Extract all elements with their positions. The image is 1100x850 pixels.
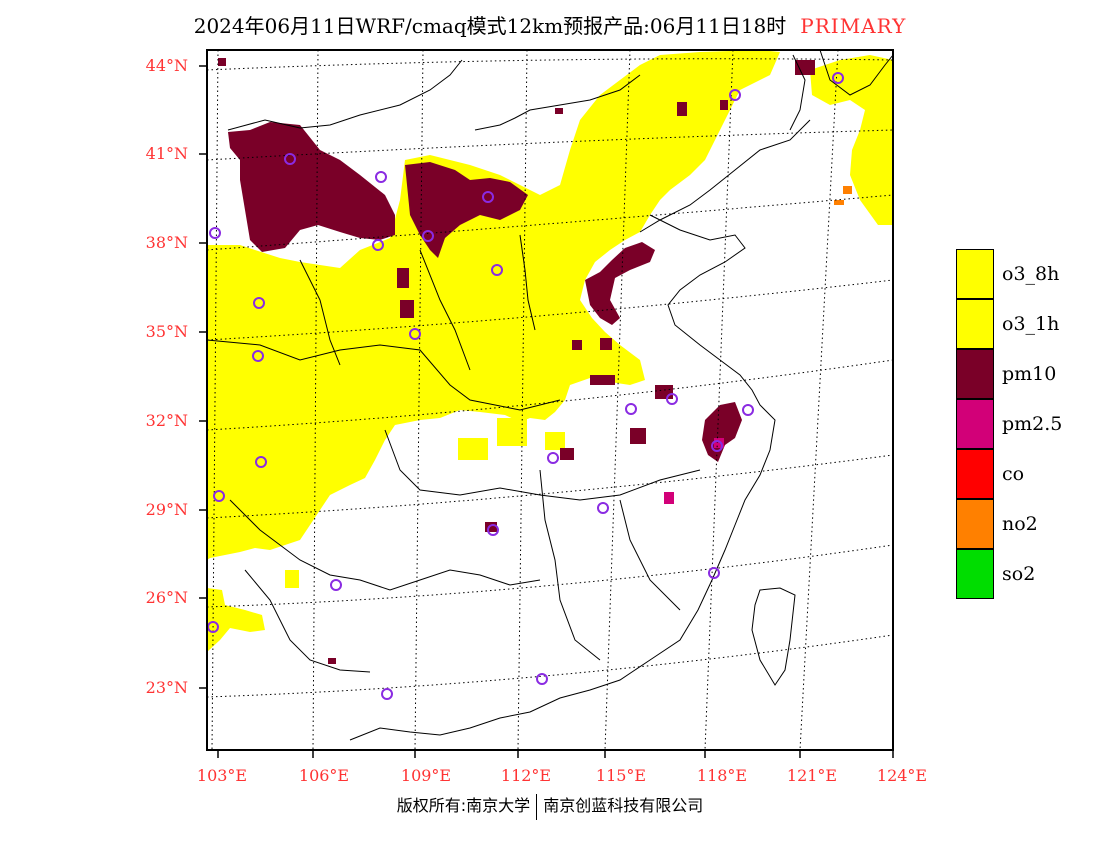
pm10-region-yangtze: [702, 402, 742, 462]
pm10-patch: [560, 448, 574, 460]
lat-label: 23°N: [145, 678, 188, 697]
o3-region-northeast: [810, 55, 893, 225]
pm25-patch: [714, 438, 724, 448]
station-marker: [711, 440, 723, 452]
pm10-patch: [590, 375, 615, 385]
station-markers: [207, 72, 844, 700]
title-mode: PRIMARY: [800, 14, 907, 38]
pm10-patch: [677, 102, 687, 116]
station-marker: [213, 490, 225, 502]
legend-label: co: [1002, 463, 1025, 485]
footer-divider: [536, 793, 538, 820]
station-marker: [832, 72, 844, 84]
pm10-region-north-central: [405, 162, 528, 258]
station-marker: [253, 297, 265, 309]
legend-label: no2: [1002, 513, 1038, 535]
pm10-patch: [218, 58, 226, 66]
boundary-lines: [207, 50, 893, 741]
map-frame: [206, 49, 894, 751]
lat-label: 38°N: [145, 233, 188, 252]
map-title: 2024年06月11日WRF/cmaq模式12km预报产品:06月11日18时 P…: [0, 10, 1100, 39]
station-marker: [209, 227, 221, 239]
grid-lines: [207, 50, 893, 750]
o3-patch: [458, 438, 488, 460]
station-marker: [729, 89, 741, 101]
lat-label: 29°N: [145, 500, 188, 519]
no2-patch: [834, 200, 844, 205]
legend-label: so2: [1002, 563, 1036, 585]
station-marker: [666, 393, 678, 405]
legend-swatch: [956, 549, 994, 599]
legend-swatch: [956, 449, 994, 499]
copyright-footer: 版权所有:南京大学 南京创蓝科技有限公司: [0, 792, 1100, 820]
o3-patch: [545, 432, 565, 450]
station-marker: [375, 171, 387, 183]
lon-label: 115°E: [595, 766, 647, 785]
legend-swatch: [956, 399, 994, 449]
legend-label: pm10: [1002, 363, 1057, 385]
pm10-patch: [572, 340, 582, 350]
station-marker: [547, 452, 559, 464]
lon-label: 106°E: [298, 766, 350, 785]
station-marker: [381, 688, 393, 700]
lat-label: 35°N: [145, 322, 188, 341]
station-marker: [284, 153, 296, 165]
lat-label: 44°N: [145, 56, 188, 75]
lat-label: 26°N: [145, 588, 188, 607]
station-marker: [536, 673, 548, 685]
title-main: 2024年06月11日WRF/cmaq模式12km预报产品:06月11日18时: [193, 14, 787, 38]
legend-label: pm2.5: [1002, 413, 1063, 435]
legend-swatch: [956, 349, 994, 399]
map-content: [207, 50, 893, 750]
no2-patch: [843, 186, 852, 194]
station-marker: [487, 524, 499, 536]
station-marker: [708, 567, 720, 579]
pm10-patch: [600, 338, 612, 350]
lat-label: 32°N: [145, 411, 188, 430]
pm10-patch: [400, 300, 414, 318]
lon-label: 124°E: [876, 766, 928, 785]
station-marker: [330, 579, 342, 591]
lon-label: 103°E: [196, 766, 248, 785]
station-marker: [252, 350, 264, 362]
pm10-patch: [720, 100, 728, 110]
station-marker: [255, 456, 267, 468]
legend-swatch: [956, 299, 994, 349]
legend-swatch: [956, 249, 994, 299]
axis-ticks: [199, 65, 894, 758]
lon-label: 121°E: [786, 766, 838, 785]
o3-patch: [285, 570, 299, 588]
o3-patch: [497, 418, 527, 446]
o3-region-southwest: [207, 588, 265, 652]
copyright-right: 南京创蓝科技有限公司: [543, 796, 704, 815]
pm10-patch: [630, 428, 646, 444]
pm10-patch: [397, 268, 409, 288]
pm10-patch: [655, 385, 673, 399]
station-marker: [625, 403, 637, 415]
pm10-patch: [555, 108, 563, 114]
pm10-patch: [328, 658, 336, 664]
lon-label: 109°E: [400, 766, 452, 785]
pm25-patch: [664, 492, 674, 504]
station-marker: [742, 404, 754, 416]
legend-label: o3_1h: [1002, 313, 1060, 335]
pm10-region-bohai: [585, 242, 655, 325]
copyright-left: 版权所有:南京大学: [396, 796, 531, 815]
pm10-region-northwest: [228, 122, 395, 252]
station-marker: [409, 328, 421, 340]
pm10-patch: [485, 522, 497, 532]
station-marker: [422, 230, 434, 242]
station-marker: [372, 239, 384, 251]
pm10-patch: [795, 60, 815, 75]
lon-label: 118°E: [696, 766, 748, 785]
lat-label: 41°N: [145, 144, 188, 163]
legend-swatch: [956, 499, 994, 549]
station-marker: [491, 264, 503, 276]
station-marker: [597, 502, 609, 514]
legend-label: o3_8h: [1002, 263, 1060, 285]
lon-label: 112°E: [500, 766, 552, 785]
o3-region-north: [207, 50, 780, 560]
station-marker: [482, 191, 494, 203]
